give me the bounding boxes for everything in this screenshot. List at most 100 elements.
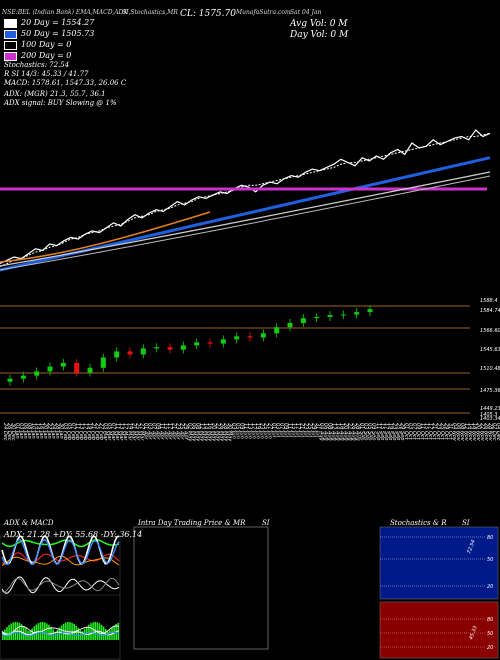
adx-signal: ADX signal: BUY Slowing @ 1% <box>4 99 117 107</box>
date-tick: 08 Jan <box>26 423 32 439</box>
date-tick: 07 Feb <box>70 423 76 440</box>
date-tick: 29 Oct <box>443 423 449 441</box>
date-tick: 01 Oct <box>403 423 409 441</box>
date-tick: 03 Sep <box>363 423 369 440</box>
date-tick: 23 Sep <box>391 423 397 440</box>
date-tick: 28 May <box>222 423 228 442</box>
adx-line <box>1 555 120 566</box>
date-tick: 08 Nov <box>459 423 465 442</box>
date-tick: 20 Jan <box>42 423 48 439</box>
date-tick: 25 Mar <box>134 423 140 441</box>
date-tick: 17 Jul <box>295 423 301 438</box>
macd-line <box>1 576 120 594</box>
date-tick: 20 May <box>210 423 216 442</box>
date-tick: 06 Nov <box>455 423 461 442</box>
date-tick: 25 Oct <box>439 423 445 441</box>
date-tick: 01 Sep <box>359 423 365 440</box>
candle-body <box>340 314 346 316</box>
date-tick: 27 Feb <box>98 423 104 440</box>
date-tick: 08 May <box>194 423 200 442</box>
date-tick: 29 Sep <box>399 423 405 440</box>
date-tick: 03 Jun <box>230 423 236 439</box>
date-tick: 11 Apr <box>158 423 164 441</box>
ema-orange-line <box>0 211 211 263</box>
date-tick: 22 Nov <box>479 423 485 442</box>
date-tick: 25 Jun <box>263 423 269 439</box>
candle-body <box>87 367 93 373</box>
date-tick: 03 Oct <box>407 423 413 441</box>
volume-line <box>1 625 120 635</box>
date-tick: 03 Feb <box>62 423 68 440</box>
price-level-label: 1510.48 <box>480 366 500 372</box>
candle-body <box>314 316 320 319</box>
date-tick: 19 Feb <box>86 423 92 440</box>
date-tick: 03 Jul <box>275 423 281 438</box>
date-tick: 11 Jun <box>242 423 248 439</box>
stoch-header: SI,Stochastics,MR <box>122 9 178 16</box>
macd-histogram-bar <box>67 622 69 640</box>
date-tick: 29 Jul <box>311 423 317 438</box>
date-tick: 09 Jun <box>238 423 244 439</box>
date-tick: 22 Jan <box>46 423 52 439</box>
legend-ema100: 100 Day = 0 <box>4 40 71 50</box>
date-tick: 25 Feb <box>94 423 100 440</box>
date-tick: 28 Nov <box>487 423 493 442</box>
date-label: Sat 04 Jan <box>290 9 322 16</box>
date-tick: 25 Sep <box>395 423 401 440</box>
date-tick: 12 Nov <box>463 423 469 442</box>
date-tick: 15 Jul <box>291 423 297 438</box>
date-tick: 11 Jul <box>287 423 293 438</box>
date-tick: 30 Jan <box>58 423 64 439</box>
candle-body <box>100 357 106 368</box>
adx-reading: ADX: (MGR) 21.3, 55.7, 36.1 <box>4 90 106 98</box>
date-tick: 16 Jan <box>38 423 44 439</box>
date-tick: 17 Jun <box>251 423 257 439</box>
date-tick: 23 Jul <box>303 423 309 438</box>
date-tick: 20 Nov <box>475 423 481 442</box>
stoch-title: Stochastics & R <box>390 519 447 527</box>
date-tick: 29 Apr <box>182 423 188 441</box>
date-tick: 21 Apr <box>170 423 176 441</box>
date-tick: 26 Aug <box>351 423 357 441</box>
legend-ema200: 200 Day = 0 <box>4 51 71 61</box>
date-tick: 21 Mar <box>130 423 136 441</box>
macd-reading: MACD: 1578.61, 1547.33, 26.06 C <box>4 79 127 87</box>
si-signal-line <box>1 631 120 637</box>
macd-histogram-bar <box>81 631 84 640</box>
date-tick: 22 Aug <box>347 423 353 441</box>
date-tick: 30 May <box>226 423 232 442</box>
macd-histogram-bar <box>90 623 92 640</box>
macd-histogram-bar <box>107 631 109 640</box>
date-tick: 06 Aug <box>323 423 329 441</box>
macd-histogram-bar <box>39 622 42 640</box>
date-tick: 03 Mar <box>102 423 108 441</box>
price-level-label: 1588.4 <box>480 298 498 304</box>
macd-histogram-bar <box>8 625 10 640</box>
candle-body <box>47 366 53 372</box>
price-level-label: 1545.63 <box>480 347 500 353</box>
macd-histogram-bar <box>71 622 73 640</box>
price-level-label: 1475.36 <box>480 388 500 394</box>
price-level-label: 1405.3 <box>480 412 498 418</box>
candle-body <box>247 336 253 338</box>
date-tick: 18 Aug <box>339 423 345 441</box>
date-tick: 03 Apr <box>146 423 152 441</box>
date-tick: 13 Jun <box>246 423 252 439</box>
date-tick: 30 Dec <box>10 423 16 441</box>
date-tick: 04 Dec <box>495 423 500 441</box>
price-level-label: 1566.60 <box>480 328 500 334</box>
date-tick: 31 Jul <box>315 423 321 438</box>
date-tick: 14 Jan <box>34 423 40 439</box>
macd-histogram-bar <box>44 622 46 640</box>
rsi-reading: R SI 14/3: 45.33 / 41.77 <box>4 70 89 78</box>
date-tick: 02 Dec <box>491 423 497 441</box>
date-tick: 25 Apr <box>178 423 184 441</box>
date-tick: 05 Mar <box>106 423 112 441</box>
date-tick: 07 Apr <box>150 423 156 441</box>
date-tick: 17 Apr <box>166 423 172 441</box>
date-tick: 17 Oct <box>427 423 433 441</box>
macd-histogram-bar <box>75 625 78 640</box>
date-tick: 14 Aug <box>335 423 341 441</box>
site-label: MunafaSutra.com <box>236 9 291 16</box>
macd-histogram-bar <box>46 623 48 640</box>
